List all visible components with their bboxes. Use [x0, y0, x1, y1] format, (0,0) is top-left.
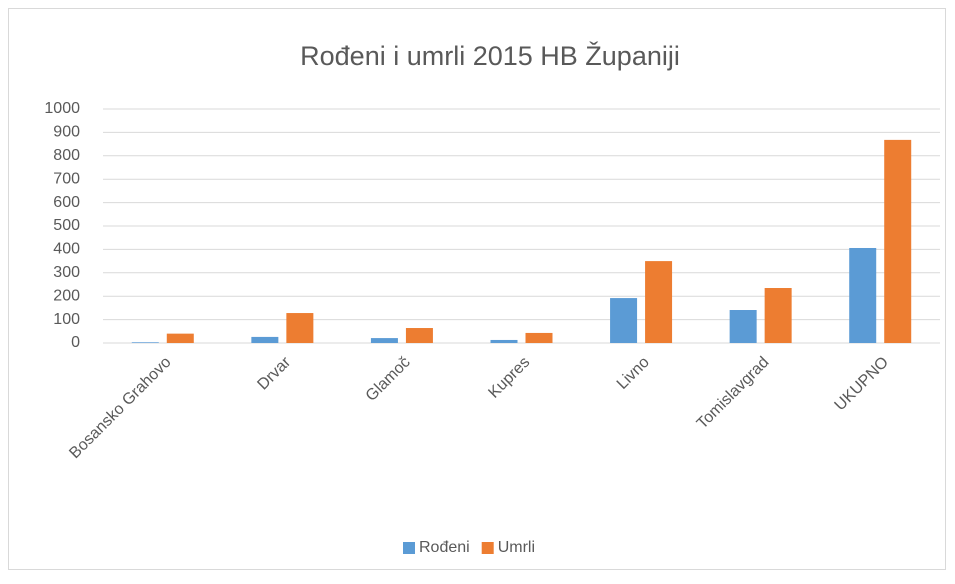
y-tick-label: 100 [53, 311, 80, 328]
bar [286, 313, 314, 343]
bar [131, 342, 159, 343]
bar [525, 332, 553, 343]
bar [764, 288, 792, 343]
bar [729, 310, 757, 343]
y-tick-label: 900 [53, 124, 80, 141]
bar [610, 298, 638, 343]
y-tick-label: 1000 [44, 100, 80, 117]
y-tick-label: 600 [53, 194, 80, 211]
chart-title: Rođeni i umrli 2015 HB Županiji [300, 40, 680, 71]
bar [645, 261, 673, 343]
legend-swatch [403, 542, 415, 554]
legend-label: Rođeni [419, 539, 470, 556]
y-tick-label: 500 [53, 217, 80, 234]
y-tick-label: 300 [53, 264, 80, 281]
bar [849, 247, 877, 343]
bar [490, 339, 518, 343]
chart-border [8, 8, 946, 570]
bar [251, 336, 279, 343]
legend-swatch [481, 542, 494, 554]
y-tick-label: 200 [53, 287, 80, 304]
y-tick-label: 700 [53, 170, 80, 187]
y-tick-label: 400 [53, 241, 80, 258]
legend-label: Umrli [498, 539, 535, 556]
bar [166, 333, 194, 343]
bar [370, 338, 398, 343]
y-tick-label: 800 [53, 147, 80, 164]
bar [884, 139, 912, 343]
bar [405, 328, 433, 343]
y-tick-label: 0 [71, 334, 80, 351]
